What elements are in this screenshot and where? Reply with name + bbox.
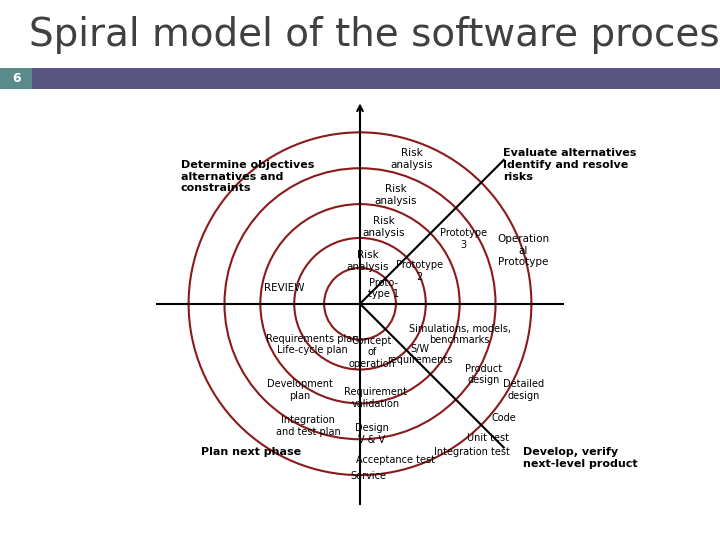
Text: Design
V & V: Design V & V	[355, 423, 389, 445]
Text: Simulations, models,
benchmarks: Simulations, models, benchmarks	[409, 323, 510, 345]
Text: S/W
requirements: S/W requirements	[387, 343, 452, 365]
Text: Development
plan: Development plan	[267, 380, 333, 401]
Text: Risk
analysis: Risk analysis	[363, 216, 405, 238]
Text: Service: Service	[350, 471, 386, 481]
Text: Code: Code	[491, 413, 516, 423]
Text: 6: 6	[12, 72, 20, 85]
Text: Risk
analysis: Risk analysis	[390, 148, 433, 170]
Text: Integration test: Integration test	[433, 447, 510, 457]
Text: Integration
and test plan: Integration and test plan	[276, 415, 341, 437]
Text: Risk
analysis: Risk analysis	[374, 184, 417, 206]
Text: Spiral model of the software process: Spiral model of the software process	[29, 16, 720, 54]
Text: Prototype
2: Prototype 2	[396, 260, 444, 281]
Text: Product
design: Product design	[465, 363, 502, 385]
Text: Operation
al
Prototype: Operation al Prototype	[498, 234, 549, 267]
Text: Determine objectives
alternatives and
constraints: Determine objectives alternatives and co…	[181, 160, 314, 193]
Text: REVIEW: REVIEW	[264, 283, 305, 293]
Text: Evaluate alternatives
Identify and resolve
risks: Evaluate alternatives Identify and resol…	[503, 148, 637, 181]
Text: Requirement
validation: Requirement validation	[344, 388, 408, 409]
Text: Requirements plan
Life-cycle plan: Requirements plan Life-cycle plan	[266, 334, 359, 355]
Text: Proto-
type 1: Proto- type 1	[369, 278, 400, 300]
Text: Plan next phase: Plan next phase	[201, 447, 301, 457]
Text: Concept
of
operation: Concept of operation	[348, 336, 395, 369]
Text: Unit test: Unit test	[467, 433, 508, 443]
Text: Risk
analysis: Risk analysis	[347, 250, 390, 272]
Text: Prototype
3: Prototype 3	[440, 228, 487, 249]
Text: Detailed
design: Detailed design	[503, 380, 544, 401]
Text: Develop, verify
next-level product: Develop, verify next-level product	[523, 447, 638, 469]
Text: Acceptance test: Acceptance test	[356, 455, 436, 465]
